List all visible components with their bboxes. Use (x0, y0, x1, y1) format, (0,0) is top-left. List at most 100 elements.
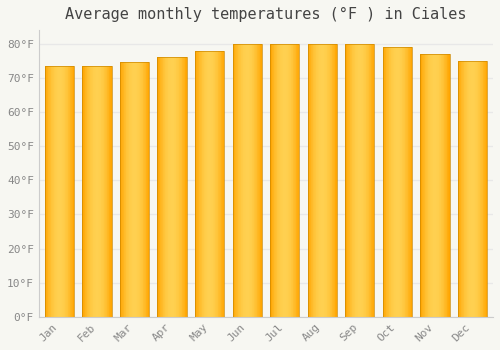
Bar (449, 54, 450, 317)
Bar (250, 44, 251, 317)
Bar (110, 66, 111, 317)
Bar (388, 47, 390, 317)
Bar (460, 61, 462, 317)
Bar (195, 50, 196, 317)
Bar (165, 57, 166, 317)
Bar (482, 61, 484, 317)
Bar (256, 44, 258, 317)
Bar (370, 44, 371, 317)
Bar (349, 44, 350, 317)
Bar (462, 61, 463, 317)
Bar (320, 44, 321, 317)
Bar (180, 57, 181, 317)
Bar (422, 54, 423, 317)
Bar (448, 54, 449, 317)
Bar (273, 44, 274, 317)
Bar (104, 66, 105, 317)
Bar (211, 50, 212, 317)
Bar (330, 44, 331, 317)
Bar (200, 50, 201, 317)
Bar (48, 66, 49, 317)
Bar (72, 66, 74, 317)
Bar (260, 44, 261, 317)
Bar (359, 44, 360, 317)
Bar (218, 50, 219, 317)
Bar (446, 54, 448, 317)
Bar (329, 44, 330, 317)
Bar (82, 66, 83, 317)
Bar (282, 44, 283, 317)
Bar (67, 66, 68, 317)
Bar (131, 63, 132, 317)
Bar (290, 44, 292, 317)
Bar (458, 61, 487, 317)
Bar (445, 54, 446, 317)
Bar (100, 66, 102, 317)
Bar (91, 66, 92, 317)
Bar (440, 54, 442, 317)
Bar (220, 50, 222, 317)
Bar (396, 47, 398, 317)
Bar (204, 50, 205, 317)
Bar (212, 50, 214, 317)
Bar (108, 66, 110, 317)
Bar (139, 63, 140, 317)
Bar (353, 44, 354, 317)
Bar (122, 63, 123, 317)
Bar (407, 47, 408, 317)
Bar (195, 50, 224, 317)
Bar (288, 44, 289, 317)
Bar (106, 66, 107, 317)
Bar (429, 54, 430, 317)
Bar (92, 66, 94, 317)
Bar (159, 57, 160, 317)
Bar (123, 63, 124, 317)
Bar (310, 44, 312, 317)
Bar (476, 61, 477, 317)
Bar (437, 54, 438, 317)
Bar (357, 44, 358, 317)
Bar (56, 66, 58, 317)
Bar (223, 50, 224, 317)
Bar (325, 44, 326, 317)
Bar (70, 66, 71, 317)
Bar (331, 44, 332, 317)
Bar (136, 63, 138, 317)
Bar (210, 50, 211, 317)
Bar (316, 44, 317, 317)
Bar (232, 44, 234, 317)
Bar (214, 50, 216, 317)
Bar (309, 44, 310, 317)
Bar (232, 44, 262, 317)
Bar (459, 61, 460, 317)
Bar (83, 66, 84, 317)
Bar (234, 44, 236, 317)
Bar (332, 44, 333, 317)
Bar (323, 44, 324, 317)
Bar (125, 63, 126, 317)
Bar (485, 61, 486, 317)
Bar (247, 44, 248, 317)
Bar (289, 44, 290, 317)
Bar (444, 54, 445, 317)
Bar (94, 66, 95, 317)
Bar (480, 61, 481, 317)
Bar (124, 63, 125, 317)
Bar (248, 44, 250, 317)
Bar (45, 66, 46, 317)
Bar (358, 44, 359, 317)
Bar (45, 66, 74, 317)
Bar (66, 66, 67, 317)
Bar (261, 44, 262, 317)
Bar (427, 54, 428, 317)
Bar (178, 57, 180, 317)
Bar (434, 54, 435, 317)
Bar (103, 66, 104, 317)
Bar (64, 66, 66, 317)
Bar (47, 66, 48, 317)
Bar (184, 57, 186, 317)
Bar (294, 44, 295, 317)
Bar (258, 44, 259, 317)
Bar (202, 50, 203, 317)
Bar (105, 66, 106, 317)
